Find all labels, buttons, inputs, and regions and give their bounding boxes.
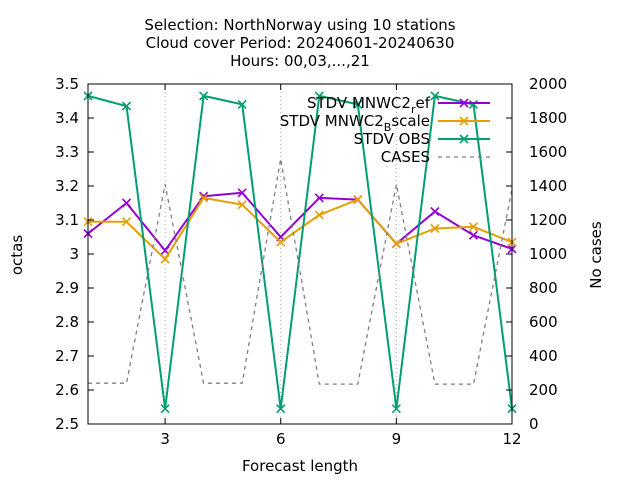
data-point	[391, 404, 401, 414]
data-point	[430, 206, 440, 217]
y2-tick-label: 600	[529, 313, 558, 331]
y-tick-label: 2.5	[55, 415, 79, 433]
series-line	[87, 191, 513, 252]
y2-tick-label: 400	[529, 347, 558, 365]
y2-tick-label: 1400	[529, 177, 567, 195]
y-tick-label: 3.1	[55, 211, 79, 229]
series-line	[87, 94, 513, 410]
axis-ticks: 3 6 9 12 2.5 2.6 2.7 2.8 2.9 3 3.1 3.2 3.3 3.4 3.5 0 200…	[55, 75, 567, 448]
series-line	[88, 196, 513, 261]
data-point	[199, 91, 209, 101]
data-point	[237, 188, 247, 198]
data-point	[160, 404, 170, 414]
legend-label: STDV MNWC2ref	[307, 94, 431, 116]
y-tick-label: 3	[69, 245, 79, 263]
y-tick-label: 2.8	[55, 313, 79, 331]
y2-tick-label: 2000	[529, 75, 567, 93]
data-point	[314, 91, 324, 101]
y2-tick-label: 1200	[529, 211, 567, 229]
chart-title-line1: Selection: NorthNorway using 10 stations	[144, 16, 455, 34]
x-tick-label: 9	[392, 430, 402, 448]
y-tick-label: 3.5	[55, 75, 79, 93]
y-tick-label: 3.2	[55, 177, 79, 195]
legend-marker	[459, 134, 469, 144]
data-point	[199, 193, 209, 203]
data-point	[160, 254, 170, 264]
x-tick-label: 3	[160, 430, 170, 448]
grid	[164, 84, 513, 424]
y-tick-label: 3.4	[55, 109, 79, 127]
data-point	[468, 99, 479, 109]
data-point	[468, 222, 479, 232]
y2-axis-label: No cases	[587, 221, 605, 289]
y2-tick-label: 0	[529, 415, 539, 433]
series-line	[88, 158, 513, 385]
data-point	[121, 217, 132, 227]
y2-tick-label: 200	[529, 381, 558, 399]
y2-tick-label: 1000	[529, 245, 567, 263]
plot-series	[83, 91, 517, 414]
series-2	[83, 91, 517, 414]
chart-title-line3: Hours: 00,03,...,21	[230, 52, 370, 70]
data-point	[314, 210, 324, 220]
data-point	[121, 101, 132, 111]
data-point	[353, 99, 363, 109]
y-tick-label: 3.3	[55, 143, 79, 161]
legend-label: STDV MNWC2Bscale	[280, 112, 430, 134]
y-tick-label: 2.7	[55, 347, 79, 365]
data-point	[237, 200, 247, 210]
data-point	[391, 239, 401, 249]
data-point	[314, 193, 324, 203]
chart-title-line2: Cloud cover Period: 20240601-20240630	[146, 34, 455, 52]
y2-tick-label: 800	[529, 279, 558, 297]
data-point	[430, 91, 440, 101]
y2-tick-label: 1600	[529, 143, 567, 161]
y-tick-label: 2.9	[55, 279, 79, 297]
x-axis-label: Forecast length	[242, 457, 358, 475]
y2-tick-label: 1800	[529, 109, 567, 127]
data-point	[121, 198, 132, 208]
series-3	[88, 158, 513, 385]
legend-label: CASES	[381, 148, 430, 166]
legend-marker	[459, 116, 469, 126]
data-point	[353, 195, 363, 205]
y-tick-label: 2.6	[55, 381, 79, 399]
data-point	[276, 404, 286, 414]
y-axis-label: octas	[8, 235, 26, 275]
data-point	[276, 237, 286, 247]
legend-marker	[459, 98, 469, 108]
data-point	[430, 223, 440, 234]
data-point	[468, 230, 479, 240]
x-tick-label: 6	[276, 430, 286, 448]
data-point	[237, 99, 247, 109]
legend-label: STDV OBS	[354, 130, 430, 148]
x-tick-label: 12	[502, 430, 521, 448]
